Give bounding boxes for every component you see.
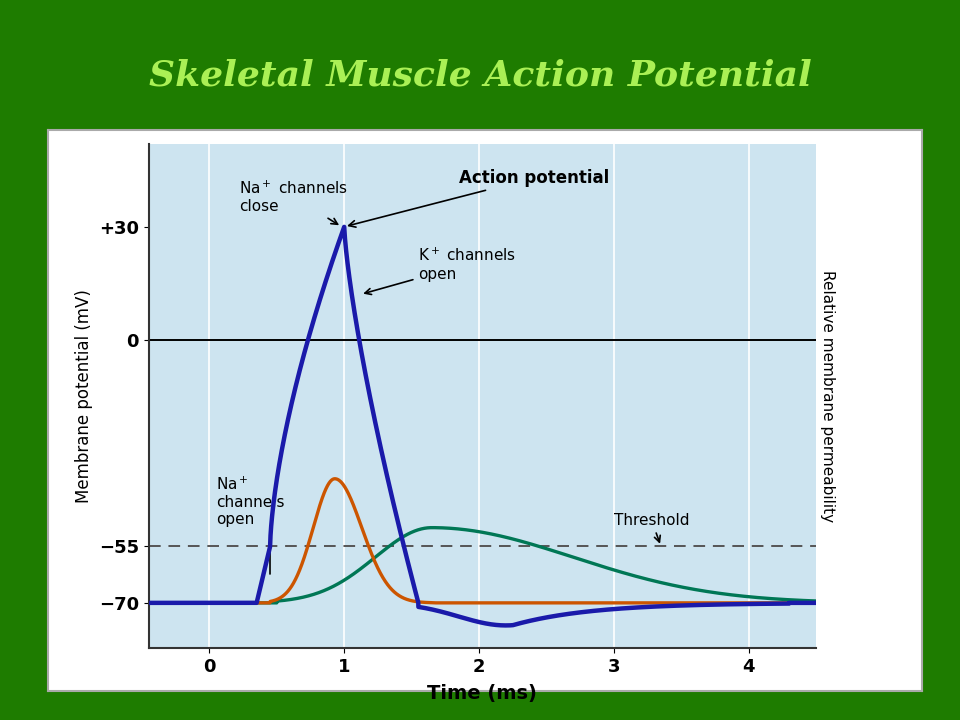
Text: K$^+$ channels
open: K$^+$ channels open — [365, 247, 516, 294]
X-axis label: Time (ms): Time (ms) — [427, 684, 538, 703]
Y-axis label: Relative membrane permeability: Relative membrane permeability — [821, 270, 835, 522]
Text: Na$^+$
channels
open: Na$^+$ channels open — [216, 475, 285, 574]
Text: Na$^+$ channels
close: Na$^+$ channels close — [239, 179, 348, 225]
Y-axis label: Membrane potential (mV): Membrane potential (mV) — [76, 289, 93, 503]
Text: Threshold: Threshold — [613, 513, 689, 542]
Text: Skeletal Muscle Action Potential: Skeletal Muscle Action Potential — [149, 58, 811, 93]
Text: Action potential: Action potential — [348, 169, 609, 227]
